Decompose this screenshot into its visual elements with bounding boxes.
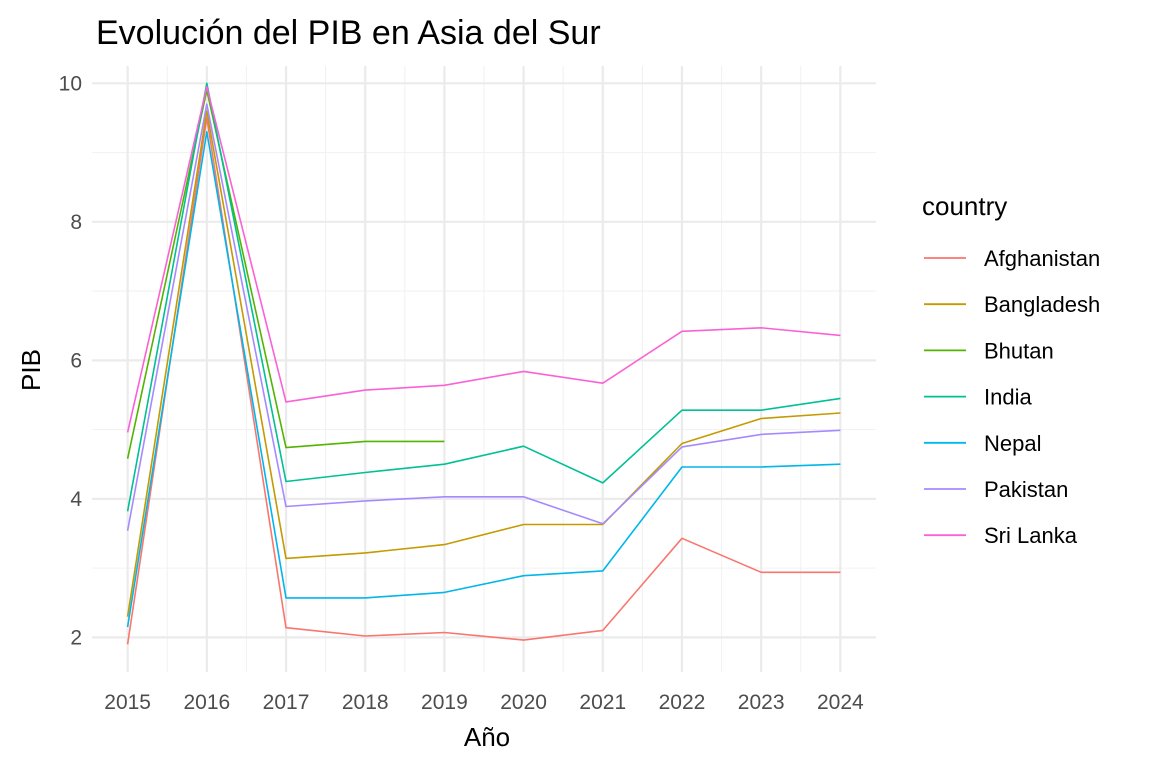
legend-label: Bhutan [984, 338, 1054, 363]
legend-label: Sri Lanka [984, 523, 1078, 548]
x-tick-label: 2024 [817, 691, 864, 714]
x-tick-label: 2020 [500, 691, 547, 714]
series-lines [126, 82, 841, 645]
legend-label: Nepal [984, 431, 1041, 456]
x-tick-label: 2019 [421, 691, 468, 714]
x-tick-label: 2018 [342, 691, 389, 714]
legend: country Afghanistan Bangladesh Bhutan India… [922, 191, 1100, 548]
legend-item: Sri Lanka [924, 523, 1078, 548]
series-line-india [126, 82, 841, 512]
x-tick-label: 2021 [579, 691, 626, 714]
tick-labels: 2015 2016 2017 2018 2019 2020 2021 2022 2023 2024… [59, 72, 864, 714]
y-tick-label: 6 [70, 349, 82, 372]
y-tick-label: 4 [70, 488, 82, 511]
x-tick-label: 2017 [263, 691, 310, 714]
grid [92, 66, 876, 672]
legend-item: Pakistan [924, 477, 1068, 502]
legend-item: Bhutan [924, 338, 1054, 363]
y-tick-label: 10 [59, 72, 82, 95]
x-tick-label: 2016 [183, 691, 230, 714]
legend-label: India [984, 385, 1032, 410]
x-tick-label: 2023 [738, 691, 785, 714]
series-line-pakistan [126, 103, 841, 531]
legend-items: Afghanistan Bangladesh Bhutan India Nepal Pak… [924, 246, 1100, 548]
x-axis-title: Año [464, 722, 510, 752]
series-line-sri-lanka [126, 86, 841, 433]
y-tick-label: 2 [70, 626, 82, 649]
legend-label: Afghanistan [984, 246, 1100, 271]
legend-label: Pakistan [984, 477, 1068, 502]
y-axis-title: PIB [16, 349, 46, 391]
legend-title: country [922, 191, 1007, 221]
chart-title: Evolución del PIB en Asia del Sur [96, 14, 601, 52]
x-tick-label: 2022 [659, 691, 706, 714]
series-line-nepal [126, 131, 841, 628]
series-line-bhutan [126, 89, 445, 459]
y-tick-label: 8 [70, 211, 82, 234]
series-line-afghanistan [126, 117, 841, 645]
x-tick-label: 2015 [104, 691, 151, 714]
legend-label: Bangladesh [984, 292, 1100, 317]
series-line-bangladesh [126, 110, 841, 617]
legend-item: Nepal [924, 431, 1041, 456]
legend-item: India [924, 385, 1032, 410]
legend-item: Bangladesh [924, 292, 1100, 317]
legend-item: Afghanistan [924, 246, 1100, 271]
